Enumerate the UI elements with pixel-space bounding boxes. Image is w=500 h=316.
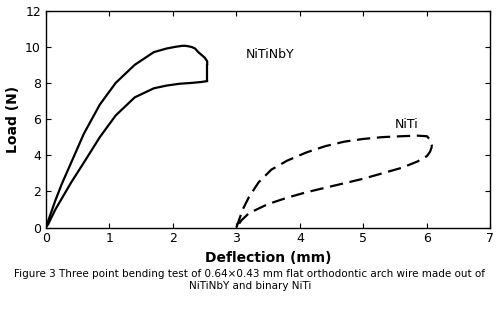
Y-axis label: Load (N): Load (N) xyxy=(6,85,20,153)
Text: NiTiNbY: NiTiNbY xyxy=(246,48,294,61)
Text: NiTi: NiTi xyxy=(395,118,419,131)
X-axis label: Deflection (mm): Deflection (mm) xyxy=(205,251,332,265)
Text: Figure 3 Three point bending test of 0.64×0.43 mm flat orthodontic arch wire mad: Figure 3 Three point bending test of 0.6… xyxy=(14,269,486,291)
